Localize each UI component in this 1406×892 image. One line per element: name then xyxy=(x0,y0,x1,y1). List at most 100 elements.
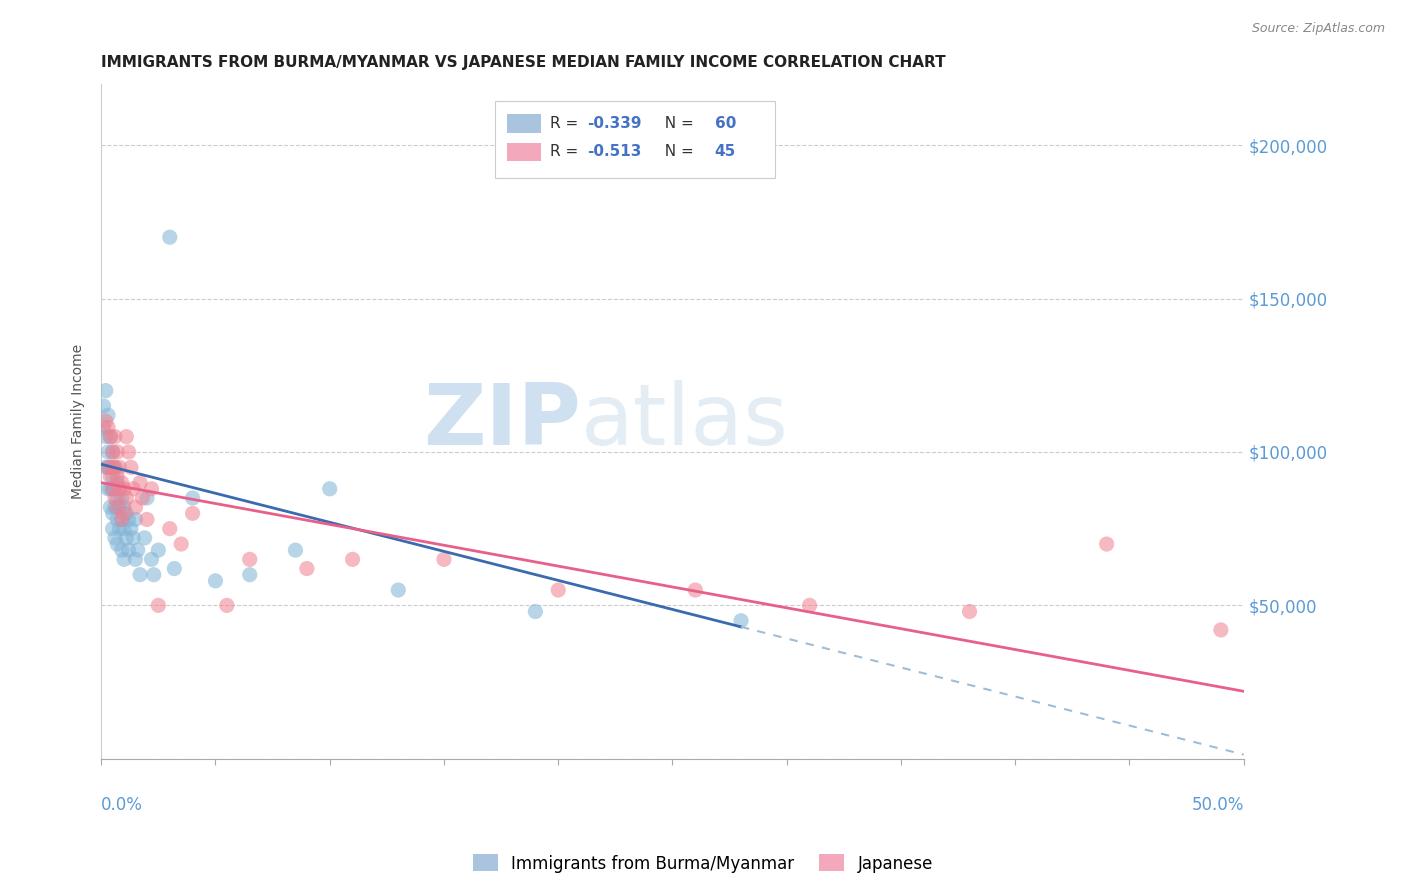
Point xyxy=(105,512,128,526)
Point xyxy=(148,599,170,613)
Point xyxy=(124,552,146,566)
Point xyxy=(295,561,318,575)
Point xyxy=(104,500,127,515)
Point xyxy=(101,445,124,459)
Point xyxy=(101,469,124,483)
Point xyxy=(108,522,131,536)
Point xyxy=(105,469,128,483)
FancyBboxPatch shape xyxy=(506,143,541,161)
Point xyxy=(115,430,138,444)
Y-axis label: Median Family Income: Median Family Income xyxy=(72,343,86,499)
Point xyxy=(1209,623,1232,637)
Point xyxy=(131,491,153,505)
Legend: Immigrants from Burma/Myanmar, Japanese: Immigrants from Burma/Myanmar, Japanese xyxy=(467,847,939,880)
Point xyxy=(124,512,146,526)
Point xyxy=(129,475,152,490)
Point xyxy=(104,430,127,444)
Point xyxy=(108,460,131,475)
Point xyxy=(112,500,135,515)
Text: R =: R = xyxy=(550,116,583,131)
Point xyxy=(141,482,163,496)
Text: R =: R = xyxy=(550,145,583,160)
Point xyxy=(98,500,121,515)
Point xyxy=(284,543,307,558)
Point xyxy=(239,567,262,582)
Point xyxy=(117,543,139,558)
Point xyxy=(135,491,157,505)
Point xyxy=(112,506,135,520)
Text: atlas: atlas xyxy=(581,380,789,463)
Point xyxy=(104,531,127,545)
Point xyxy=(730,614,752,628)
Point xyxy=(112,482,135,496)
Point xyxy=(111,512,134,526)
Point xyxy=(204,574,226,588)
Point xyxy=(111,512,134,526)
Point xyxy=(387,582,409,597)
Point xyxy=(94,384,117,398)
Point xyxy=(959,605,981,619)
Text: Source: ZipAtlas.com: Source: ZipAtlas.com xyxy=(1251,22,1385,36)
Text: 60: 60 xyxy=(714,116,737,131)
Point xyxy=(97,420,120,434)
FancyBboxPatch shape xyxy=(495,101,775,178)
Point xyxy=(120,460,142,475)
Text: -0.339: -0.339 xyxy=(586,116,641,131)
Point xyxy=(108,500,131,515)
Point xyxy=(105,500,128,515)
Point xyxy=(108,482,131,496)
Point xyxy=(111,491,134,505)
Point xyxy=(170,537,193,551)
Text: 45: 45 xyxy=(714,145,735,160)
Point xyxy=(101,445,124,459)
Point xyxy=(148,543,170,558)
Point xyxy=(181,506,204,520)
FancyBboxPatch shape xyxy=(506,114,541,133)
Point xyxy=(135,512,157,526)
Point xyxy=(105,491,128,505)
Point xyxy=(163,561,186,575)
Text: 50.0%: 50.0% xyxy=(1191,796,1244,814)
Point xyxy=(129,567,152,582)
Point xyxy=(98,482,121,496)
Point xyxy=(547,582,569,597)
Point xyxy=(112,522,135,536)
Point xyxy=(98,460,121,475)
Point xyxy=(104,491,127,505)
Text: 0.0%: 0.0% xyxy=(101,796,143,814)
Point xyxy=(104,482,127,496)
Point xyxy=(93,420,115,434)
Point xyxy=(181,491,204,505)
Point xyxy=(685,582,707,597)
Point xyxy=(105,537,128,551)
Point xyxy=(94,430,117,444)
Point xyxy=(97,445,120,459)
Point xyxy=(117,512,139,526)
Text: IMMIGRANTS FROM BURMA/MYANMAR VS JAPANESE MEDIAN FAMILY INCOME CORRELATION CHART: IMMIGRANTS FROM BURMA/MYANMAR VS JAPANES… xyxy=(101,55,946,70)
Point xyxy=(97,460,120,475)
Point xyxy=(101,482,124,496)
Point xyxy=(111,543,134,558)
Point xyxy=(98,430,121,444)
Point xyxy=(101,482,124,496)
Point xyxy=(799,599,821,613)
Point xyxy=(101,460,124,475)
Point xyxy=(319,482,342,496)
Point xyxy=(159,230,181,244)
Point xyxy=(124,500,146,515)
Point xyxy=(115,531,138,545)
Point xyxy=(115,491,138,505)
Point xyxy=(524,605,547,619)
Point xyxy=(97,460,120,475)
Point xyxy=(142,567,165,582)
Point xyxy=(120,522,142,536)
Point xyxy=(101,522,124,536)
Point xyxy=(94,414,117,428)
Point xyxy=(93,399,115,413)
Point xyxy=(105,475,128,490)
Point xyxy=(117,445,139,459)
Text: ZIP: ZIP xyxy=(423,380,581,463)
Point xyxy=(104,460,127,475)
Point xyxy=(134,531,156,545)
Point xyxy=(122,531,145,545)
